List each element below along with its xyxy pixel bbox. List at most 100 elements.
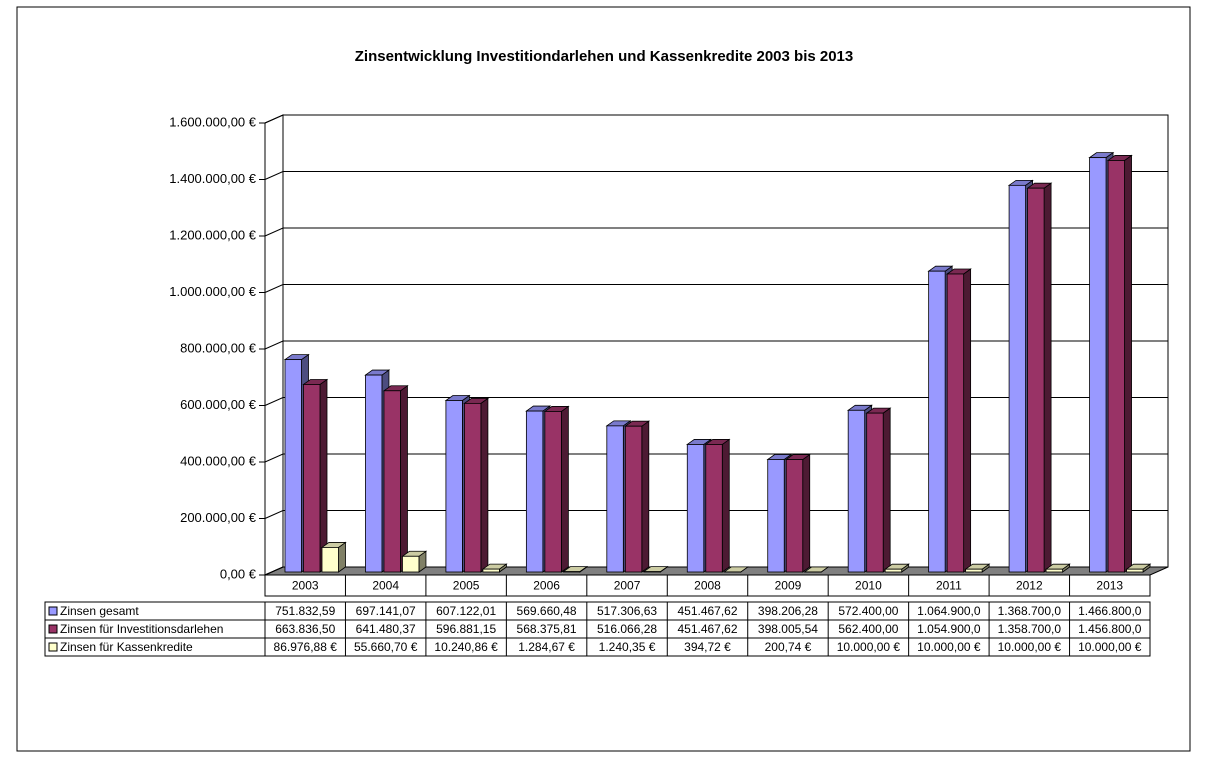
legend-label: Zinsen für Investitionsdarlehen xyxy=(60,622,223,636)
bar xyxy=(525,410,544,573)
x-tick-label: 2011 xyxy=(936,579,962,593)
table-value: 10.000,00 € xyxy=(998,640,1062,654)
x-tick-label: 2008 xyxy=(694,579,721,593)
bar xyxy=(767,459,785,573)
table-value: 596.881,15 xyxy=(436,622,496,636)
bar-side xyxy=(480,397,489,573)
table-value: 394,72 € xyxy=(684,640,731,654)
bar-side xyxy=(400,385,408,573)
y-tick-label: 200.000,00 € xyxy=(180,510,257,525)
table-value: 200,74 € xyxy=(765,640,812,654)
table-value: 10.000,00 € xyxy=(837,640,901,654)
bar xyxy=(1089,157,1107,573)
bar xyxy=(866,412,884,573)
table-value: 516.066,28 xyxy=(597,622,657,636)
bar xyxy=(928,270,946,573)
y-tick-label: 0,00 € xyxy=(220,566,257,581)
legend-swatch xyxy=(48,642,58,652)
bar xyxy=(464,402,482,573)
bar-side xyxy=(641,420,650,573)
x-tick-label: 2010 xyxy=(855,579,882,593)
table-value: 607.122,01 xyxy=(436,604,496,618)
table-value: 1.064.900,0 xyxy=(917,604,981,618)
y-tick-label: 1.000.000,00 € xyxy=(169,284,257,299)
bar xyxy=(606,425,624,573)
bar xyxy=(383,390,401,573)
table-value: 572.400,00 xyxy=(838,604,898,618)
bar-side xyxy=(963,268,972,573)
legend-swatch xyxy=(48,624,58,634)
legend-label: Zinsen für Kassenkredite xyxy=(60,640,193,654)
grid-line xyxy=(264,397,1168,406)
bar xyxy=(1126,568,1144,573)
y-tick-label: 800.000,00 € xyxy=(180,340,257,355)
table-value: 10.240,86 € xyxy=(434,640,498,654)
chart-title: Zinsentwicklung Investitiondarlehen und … xyxy=(355,48,854,65)
table-value: 1.054.900,0 xyxy=(917,622,981,636)
bar-side xyxy=(882,407,891,573)
x-tick-label: 2003 xyxy=(292,579,319,593)
bar xyxy=(365,374,383,573)
bar xyxy=(965,568,983,573)
y-tick-label: 600.000,00 € xyxy=(180,397,257,412)
x-tick-label: 2009 xyxy=(775,579,802,593)
table-value: 641.480,37 xyxy=(356,622,416,636)
table-value: 697.141,07 xyxy=(356,604,416,618)
bar xyxy=(624,425,643,573)
x-tick-label: 2005 xyxy=(453,579,480,593)
table-value: 1.358.700,0 xyxy=(998,622,1062,636)
bar xyxy=(544,411,562,573)
bar xyxy=(1027,187,1045,573)
table-value: 451.467,62 xyxy=(677,622,737,636)
y-tick-label: 1.600.000,00 € xyxy=(169,114,257,129)
table-value: 398.005,54 xyxy=(758,622,818,636)
table-value: 451.467,62 xyxy=(677,604,737,618)
grid-line xyxy=(264,171,1168,180)
bar xyxy=(946,273,965,573)
y-tick-label: 1.400.000,00 € xyxy=(169,171,257,186)
grid-line xyxy=(264,340,1168,350)
bar xyxy=(303,384,321,573)
x-tick-label: 2006 xyxy=(533,579,560,593)
table-value: 1.368.700,0 xyxy=(998,604,1062,618)
bar-side xyxy=(721,438,730,573)
table-value: 517.306,63 xyxy=(597,604,657,618)
bar xyxy=(1008,184,1026,573)
x-tick-label: 2007 xyxy=(614,579,641,593)
table-value: 86.976,88 € xyxy=(274,640,338,654)
bar-side xyxy=(319,378,328,573)
table-value: 398.206,28 xyxy=(758,604,818,618)
table-value: 55.660,70 € xyxy=(354,640,418,654)
grid-line xyxy=(264,227,1168,237)
table-value: 1.284,67 € xyxy=(518,640,575,654)
bar xyxy=(1107,160,1125,573)
table-value: 663.836,50 xyxy=(275,622,335,636)
bar xyxy=(1045,568,1063,573)
bar xyxy=(686,444,705,573)
grid-line xyxy=(264,114,1168,124)
bar xyxy=(884,568,903,573)
table-value: 568.375,81 xyxy=(517,622,577,636)
bar xyxy=(284,359,302,573)
bar xyxy=(705,444,723,573)
table-value: 562.400,00 xyxy=(838,622,898,636)
bar-side xyxy=(802,453,811,573)
table-value: 1.456.800,0 xyxy=(1078,622,1142,636)
x-tick-label: 2013 xyxy=(1096,579,1123,593)
bar xyxy=(482,568,500,573)
y-tick-label: 1.200.000,00 € xyxy=(169,227,257,242)
bar xyxy=(785,459,804,573)
bar xyxy=(321,547,339,573)
x-tick-label: 2004 xyxy=(372,579,399,593)
legend-label: Zinsen gesamt xyxy=(60,604,139,618)
bar xyxy=(402,555,420,573)
bar xyxy=(445,400,463,573)
grid-line xyxy=(264,284,1168,293)
table-value: 1.466.800,0 xyxy=(1078,604,1142,618)
bar-side xyxy=(560,405,569,573)
table-value: 569.660,48 xyxy=(517,604,577,618)
table-value: 751.832,59 xyxy=(275,604,335,618)
table-value: 10.000,00 € xyxy=(917,640,981,654)
table-value: 10.000,00 € xyxy=(1078,640,1142,654)
